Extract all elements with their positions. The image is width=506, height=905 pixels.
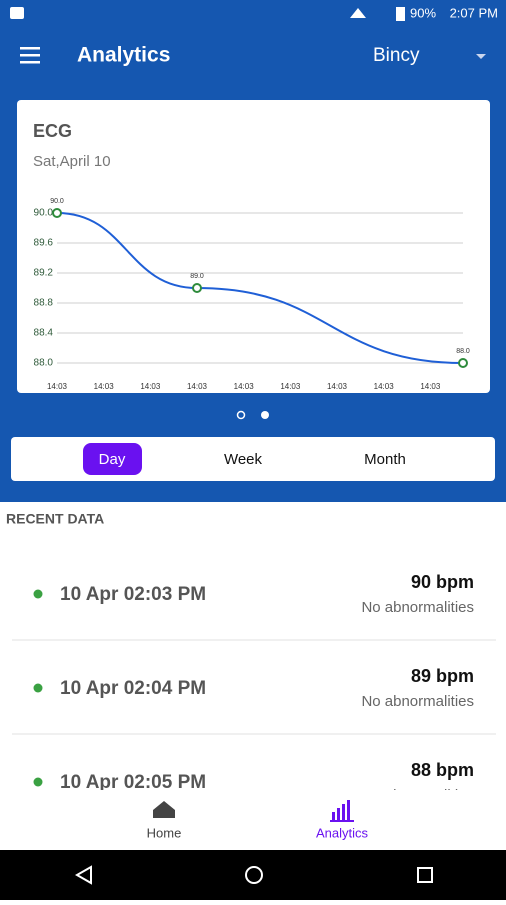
battery-icon bbox=[396, 7, 405, 21]
app-title: Analytics bbox=[77, 44, 170, 67]
clock: 2:07 PM bbox=[450, 5, 498, 20]
home-icon[interactable] bbox=[153, 801, 175, 818]
status-dot bbox=[33, 589, 43, 599]
recents-button[interactable] bbox=[417, 867, 433, 883]
line bbox=[56, 212, 464, 364]
y-tick-label: 88.4 bbox=[34, 328, 54, 339]
y-tick-label: 88.0 bbox=[34, 358, 54, 369]
tab-month[interactable]: Month bbox=[364, 451, 406, 468]
data-label: 90.0 bbox=[50, 198, 64, 205]
item-time: 10 Apr 02:05 PM bbox=[60, 772, 206, 793]
x-tick-label: 14:03 bbox=[94, 382, 115, 391]
analytics-icon[interactable] bbox=[330, 800, 354, 822]
section-title: RECENT DATA bbox=[6, 511, 104, 527]
chart-subtitle: Sat,April 10 bbox=[33, 153, 111, 170]
status-dot bbox=[33, 777, 43, 787]
point bbox=[458, 358, 468, 368]
item-bpm: 89 bpm bbox=[411, 666, 474, 686]
point bbox=[192, 283, 202, 293]
data-label: 89.0 bbox=[190, 273, 204, 280]
y-tick-label: 88.8 bbox=[34, 298, 54, 309]
y-tick-label: 89.6 bbox=[34, 238, 54, 249]
back-button[interactable] bbox=[74, 865, 92, 885]
y-tick-label: 90.0 bbox=[34, 208, 54, 219]
x-tick-label: 14:03 bbox=[234, 382, 255, 391]
page-dot-active[interactable] bbox=[261, 411, 269, 419]
x-tick-label: 14:03 bbox=[187, 382, 208, 391]
chart-card bbox=[17, 100, 490, 393]
point bbox=[52, 208, 62, 218]
nav-home[interactable]: Home bbox=[147, 825, 182, 840]
nav-analytics[interactable]: Analytics bbox=[316, 825, 369, 840]
dropdown-arrow[interactable] bbox=[476, 54, 486, 59]
home-button[interactable] bbox=[245, 866, 263, 884]
item-time: 10 Apr 02:03 PM bbox=[60, 584, 206, 605]
tab-day[interactable]: Day bbox=[99, 451, 126, 468]
y-tick-label: 89.2 bbox=[34, 268, 54, 279]
tab-active-pill bbox=[83, 443, 142, 475]
chart-title: ECG bbox=[33, 121, 72, 141]
menu-button[interactable] bbox=[20, 47, 40, 64]
x-tick-label: 14:03 bbox=[327, 382, 348, 391]
tab-week[interactable]: Week bbox=[224, 451, 263, 468]
item-time: 10 Apr 02:04 PM bbox=[60, 678, 206, 699]
user-selector[interactable]: Bincy bbox=[373, 45, 420, 66]
item-bpm: 88 bpm bbox=[411, 760, 474, 780]
system-nav bbox=[0, 850, 506, 900]
plot: 88.0 88.4 88.8 89.2 89.6 90.0 14:03 14:03 14:03 1… bbox=[34, 198, 470, 391]
x-tick-label: 14:03 bbox=[140, 382, 161, 391]
battery-level: 90% bbox=[410, 5, 436, 20]
x-tick-label: 14:03 bbox=[420, 382, 441, 391]
bottom-nav bbox=[0, 790, 506, 850]
page-dot[interactable] bbox=[236, 410, 246, 420]
wifi-icon bbox=[350, 8, 366, 18]
x-tick-label: 14:03 bbox=[47, 382, 68, 391]
data-label: 88.0 bbox=[456, 348, 470, 355]
status-dot bbox=[33, 683, 43, 693]
x-tick-label: 14:03 bbox=[280, 382, 301, 391]
x-tick-label: 14:03 bbox=[374, 382, 395, 391]
item-status: No abnormalities bbox=[361, 693, 474, 710]
gallery-icon bbox=[10, 7, 24, 19]
item-bpm: 90 bpm bbox=[411, 572, 474, 592]
item-status: No abnormalities bbox=[361, 599, 474, 616]
